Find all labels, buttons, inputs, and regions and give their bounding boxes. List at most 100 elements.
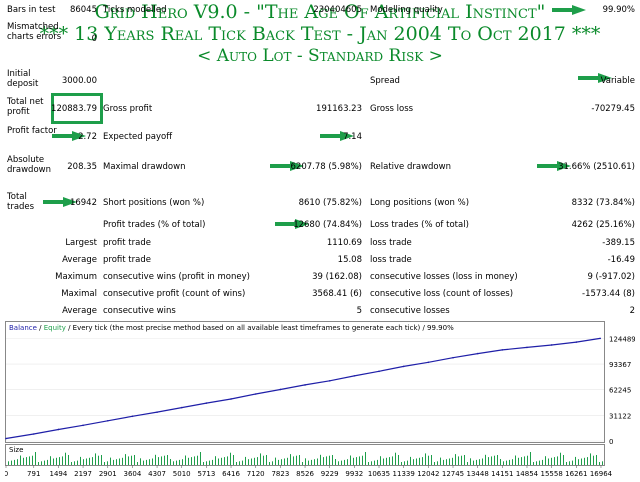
y-tick-label: 31122 [609, 412, 631, 420]
size-bar [509, 459, 510, 465]
size-bar [62, 456, 63, 465]
short-value: 8610 (75.82%) [298, 198, 362, 208]
highlight-arrow-icon [537, 161, 571, 171]
pf-value: 2.72 [78, 132, 97, 142]
balance-point [575, 341, 578, 343]
size-bar [515, 455, 516, 465]
size-bar [575, 456, 576, 465]
largest-label: Largest [65, 238, 97, 248]
size-bar [551, 457, 552, 465]
average-profit-value: 15.08 [337, 255, 362, 265]
size-bar [245, 456, 246, 465]
size-bar [8, 461, 9, 465]
size-bar [122, 457, 123, 465]
size-bar [212, 459, 213, 465]
trades-value: 16942 [69, 198, 97, 208]
x-tick-label: 8526 [296, 470, 314, 478]
size-bar [266, 455, 267, 465]
size-bar [164, 455, 165, 465]
payoff-value: 7.14 [343, 132, 362, 142]
y-tick-label: 62245 [609, 387, 631, 395]
balance-point [304, 384, 306, 386]
balance-point [254, 393, 257, 395]
size-bar [329, 455, 330, 465]
x-tick-label: 4307 [148, 470, 166, 478]
size-bar [536, 461, 537, 465]
size-bar [278, 459, 279, 465]
size-bar [500, 459, 501, 465]
size-bar [41, 461, 42, 465]
size-bar [593, 455, 594, 465]
x-tick-label: 0 [5, 470, 8, 478]
size-bar [209, 460, 210, 465]
mismatch-value: 0 [91, 34, 97, 44]
banner-subtitle: *** 13 Years Real Tick Back Test - Jan 2… [39, 23, 601, 45]
size-bar [92, 457, 93, 465]
size-bar [347, 459, 348, 465]
size-bar [305, 458, 306, 465]
reldd-label: Relative drawdown [370, 162, 451, 172]
size-bar [107, 461, 108, 465]
x-tick-layer: 0 791 1494 2197 2901 3604 4307 5010 5713 6416 7120… [4, 465, 613, 478]
balance-point [599, 337, 602, 340]
x-tick-label: 14151 [491, 470, 513, 478]
size-bar [101, 455, 102, 465]
size-bar [191, 457, 192, 465]
size-bar [365, 452, 366, 465]
size-bar [431, 455, 432, 465]
size-bar [284, 458, 285, 465]
size-bar [17, 459, 18, 465]
maxdd-label: Maximal drawdown [103, 162, 186, 172]
size-bar [26, 457, 27, 465]
size-bar [50, 456, 51, 465]
size-bar [110, 457, 111, 465]
size-bar [371, 461, 372, 465]
size-bar [344, 459, 345, 465]
grossprofit-label: Gross profit [103, 104, 153, 114]
size-bar [422, 457, 423, 465]
x-tick-label: 5010 [173, 470, 191, 478]
highlight-arrow-icon [320, 131, 354, 141]
size-bar [449, 458, 450, 465]
x-tick-label: 2901 [99, 470, 117, 478]
size-bar [389, 457, 390, 465]
size-bar [578, 459, 579, 465]
size-bar [98, 455, 99, 465]
size-bar [317, 458, 318, 465]
x-tick-label: 7120 [247, 470, 265, 478]
x-tick-label: 1494 [49, 470, 67, 478]
x-tick-label: 3604 [123, 470, 141, 478]
size-bar [572, 460, 573, 465]
x-tick-label: 2197 [74, 470, 92, 478]
size-bar [476, 459, 477, 465]
size-bar [197, 455, 198, 465]
size-bar [143, 460, 144, 465]
size-bar [419, 457, 420, 465]
grid-layer [6, 338, 604, 442]
size-bar [125, 454, 126, 465]
size-bar [491, 456, 492, 465]
average-loss-value: -16.49 [607, 255, 635, 265]
size-bar [353, 457, 354, 465]
maximal-loss-label: consecutive loss (count of losses) [370, 289, 514, 299]
size-bar [356, 457, 357, 465]
maxdd-value: 6207.78 (5.98%) [290, 162, 363, 172]
balance-point [526, 346, 528, 349]
max-wins-label: consecutive wins (profit in money) [103, 272, 250, 282]
largest-loss-label: loss trade [370, 238, 412, 248]
quality-value: 99.90% [602, 5, 635, 15]
mismatch-label: Mismatched charts errors [7, 22, 62, 42]
balance-point [32, 433, 35, 435]
size-bar [269, 462, 270, 465]
balance-point [82, 424, 84, 427]
size-bar [95, 453, 96, 465]
y-tick-label: 93367 [609, 361, 631, 369]
size-bar [302, 462, 303, 465]
size-bar [368, 462, 369, 465]
size-bar [467, 462, 468, 465]
size-bar [521, 457, 522, 465]
size-bar [218, 458, 219, 465]
balance-point [106, 420, 109, 422]
size-bar [392, 456, 393, 465]
balance-point [328, 380, 331, 382]
